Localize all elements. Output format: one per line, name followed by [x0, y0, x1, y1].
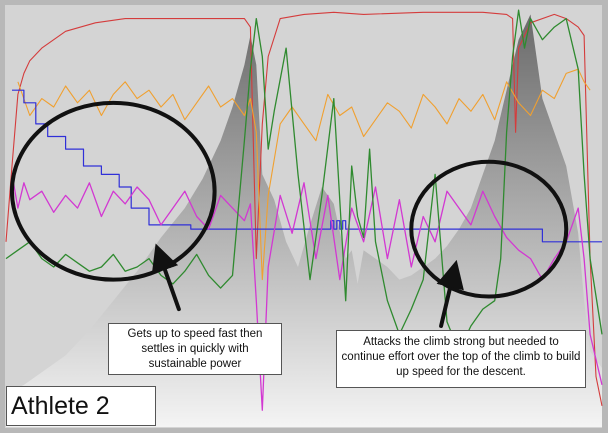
- climb-arrow-annotation: [436, 259, 464, 328]
- early-ellipse-annotation: [9, 100, 217, 282]
- series-gear-line: [12, 89, 602, 243]
- series-cadence-line: [17, 68, 591, 281]
- climb-effort-note: Attacks the climb strong but needed to c…: [336, 330, 586, 388]
- series-heart-rate-line: [5, 9, 603, 352]
- early-effort-note: Gets up to speed fast then settles in qu…: [108, 323, 282, 375]
- early-arrow-annotation: [151, 243, 181, 312]
- series-power-line: [11, 174, 603, 411]
- climb-ellipse-annotation: [409, 159, 569, 299]
- athlete-label: Athlete 2: [6, 386, 156, 426]
- series-speed-line: [5, 11, 603, 407]
